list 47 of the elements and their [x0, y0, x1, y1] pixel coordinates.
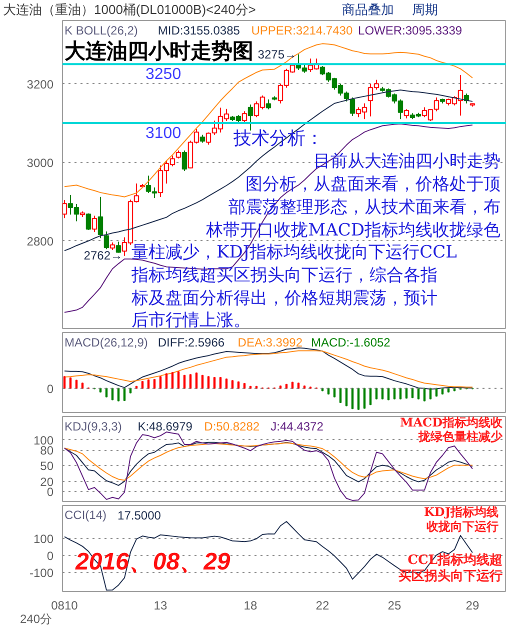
annotation: 收拢向下运行 — [426, 519, 498, 534]
series-label: DIFF:2.5966 — [158, 336, 225, 350]
x-tick-label: 25 — [388, 598, 402, 612]
text: 商品叠加 — [342, 1, 394, 19]
ref-line-label: 3250 — [146, 66, 182, 84]
series-label: D:50.8282 — [204, 420, 260, 434]
ref-line-label: 3100 — [146, 125, 182, 142]
x-tick-label: 29 — [466, 598, 480, 612]
annotation: 指标均线超买区拐头向下运行，综合各指 — [130, 266, 438, 286]
annotation: 林带开口收拢MACD指标均线收拢绿色 — [205, 220, 501, 240]
text: 240分 — [20, 612, 52, 626]
series-label: J:44.4372 — [270, 420, 324, 434]
y-tick-label: 2800 — [26, 234, 54, 248]
text: 周期 — [412, 1, 438, 19]
text: LOWER:3095.3339 — [358, 24, 462, 38]
x-tick-label: 22 — [316, 598, 330, 612]
x-tick-label: 18 — [244, 598, 258, 612]
x-tick-label: 0810 — [51, 598, 78, 612]
chart-subtitle: 大连油（重油）1000桶(DL01000B)<240分> — [3, 1, 256, 19]
series-label: 17.5000 — [118, 508, 162, 522]
legend-title: KDJ(9,3,3) — [64, 420, 122, 434]
legend-title: CCI(14) — [64, 508, 107, 522]
y-tick-label: 3000 — [26, 156, 54, 170]
annotation: 2762→ — [84, 248, 123, 262]
y-tick-label: 100 — [33, 532, 54, 546]
annotation: 技术分析： — [232, 128, 324, 149]
text: 大连油四小时走势图 — [64, 38, 254, 63]
annotation: 后市行情上涨。 — [132, 310, 250, 330]
text: MID:3155.0385 — [158, 24, 240, 38]
y-tick-label: 0 — [46, 549, 54, 564]
annotation: 3275→ — [258, 48, 297, 62]
annotation: 图分析，从盘面来看，价格处于顶 — [246, 174, 500, 194]
annotation: 标及盘面分析得出，价格短期震荡，预计 — [130, 288, 438, 308]
y-tick-label: 50 — [40, 459, 54, 474]
annotation: MACD指标均线收 — [400, 416, 504, 430]
annotation: KDJ指标均线 — [424, 505, 498, 520]
series-label: DEA:3.3992 — [238, 336, 303, 350]
annotation: 买区拐头向下运行 — [398, 568, 502, 584]
annotation: 拢绿色量柱减少 — [418, 430, 504, 444]
legend-title: MACD(26,12,9) — [64, 336, 148, 350]
series-label: UPPER:3214.7430 — [251, 24, 353, 38]
x-tick-label: 13 — [154, 598, 168, 612]
y-tick-label: 3200 — [26, 77, 54, 92]
series-label: K:48.6979 — [138, 420, 193, 434]
y-tick-label: -100 — [29, 566, 54, 580]
text: MACD:-1.6052 — [310, 336, 391, 350]
legend-title: K BOLL(26,2) — [64, 24, 138, 38]
